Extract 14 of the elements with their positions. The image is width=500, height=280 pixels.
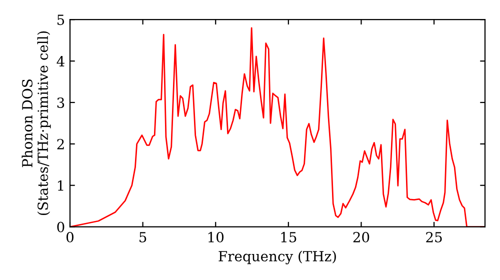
- y-tick-label: 5: [57, 14, 64, 26]
- y-tick-label: 2: [57, 138, 64, 150]
- x-axis-title: Frequency (THz): [218, 250, 336, 264]
- x-tick-label: 25: [426, 232, 442, 242]
- y-axis-title: Phonon DOS (States/THz·primitive cell): [22, 31, 51, 216]
- y-tick-label: 3: [57, 97, 64, 108]
- x-tick-label: 0: [66, 232, 74, 242]
- x-tick-label: 20: [353, 232, 370, 242]
- y-tick-label: 0: [57, 222, 64, 232]
- y-tick-label: 4: [56, 56, 64, 66]
- x-tick-label: 15: [281, 232, 296, 242]
- x-tick-label: 10: [208, 232, 224, 242]
- y-tick-label: 1: [58, 180, 64, 191]
- x-tick-label: 5: [140, 232, 146, 242]
